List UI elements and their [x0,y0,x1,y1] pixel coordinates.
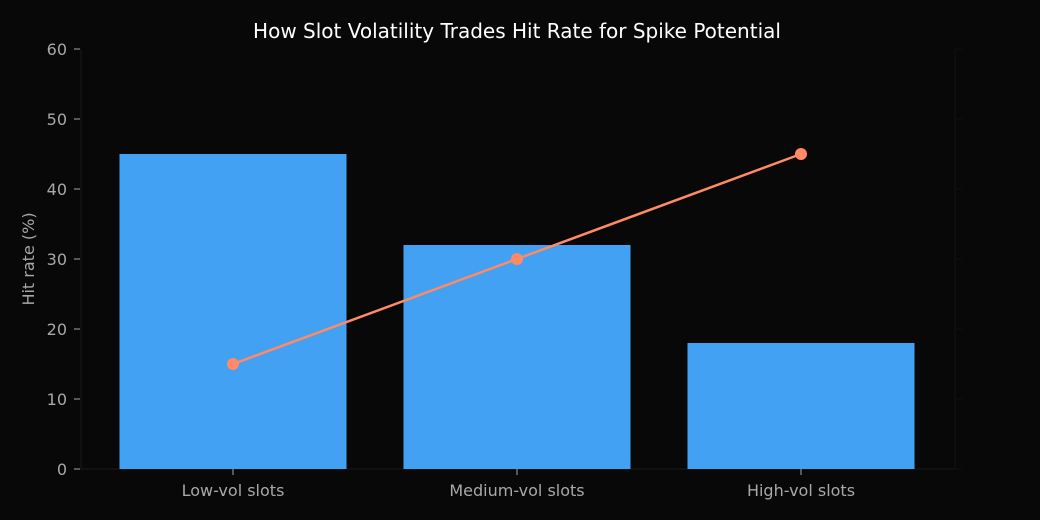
bar-3 [687,343,915,469]
y-tick-label: 50 [47,110,67,129]
x-tick-label: Medium-vol slots [449,481,584,500]
secondary-y-axis [956,48,962,470]
y-tick-label: 40 [47,180,67,199]
line-marker [511,253,523,265]
line-marker [227,358,239,370]
x-tick-label: High-vol slots [747,481,855,500]
y-tick-label: 60 [47,40,67,59]
y-axis: 0 10 20 30 40 50 60 [47,40,80,479]
y-tick-label: 0 [57,460,67,479]
bar-series [119,154,915,469]
chart-title: How Slot Volatility Trades Hit Rate for … [253,19,781,43]
x-tick-label: Low-vol slots [182,481,285,500]
y-axis-label: Hit rate (%) [19,212,38,305]
x-axis: Low-vol slots Medium-vol slots High-vol sl… [182,469,855,500]
y-tick-label: 20 [47,320,67,339]
y-tick-label: 30 [47,250,67,269]
bar-2 [403,245,631,469]
bar-1 [119,154,347,469]
line-series [227,148,807,370]
line-marker [795,148,807,160]
y-tick-label: 10 [47,390,67,409]
